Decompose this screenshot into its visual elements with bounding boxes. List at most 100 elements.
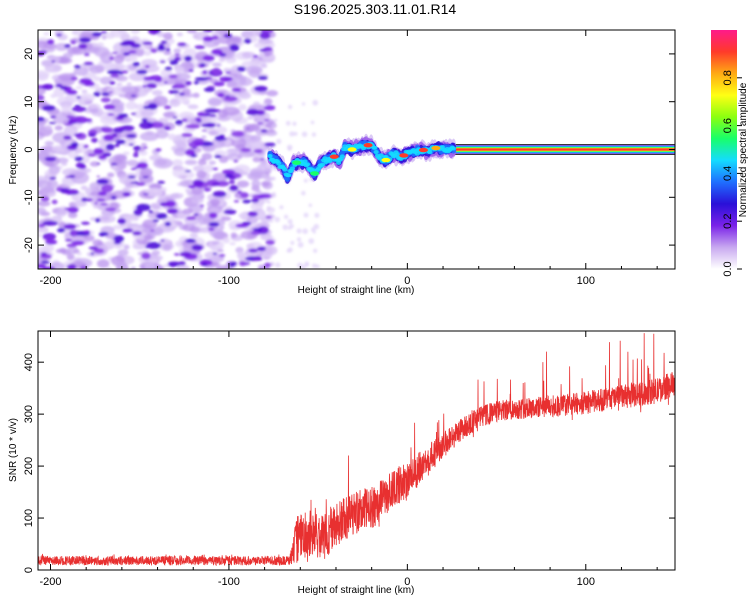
noise-blob-strong [38,263,47,269]
noise-blob-strong [148,210,154,214]
noise-blob-strong [179,251,192,257]
noise-blob-strong [66,243,77,248]
spectrogram-x-tick-label: -100 [218,275,240,287]
noise-blob [130,30,140,35]
noise-blob-strong [209,114,217,118]
noise-blob-strong [204,108,220,114]
noise-blob [42,244,55,253]
noise-blob-strong [119,42,130,47]
noise-blob [75,85,83,90]
noise-blob [139,131,159,142]
noise-blob-strong [142,192,149,196]
noise-blob-strong [96,175,100,178]
noise-blob [183,100,190,106]
noise-blob-strong [133,208,143,216]
noise-blob-strong [141,118,148,123]
noise-blob-strong [130,43,141,49]
noise-blob-strong [157,180,165,184]
noise-blob-strong [179,92,185,96]
snr-series-line [38,333,675,567]
noise-blob [116,82,123,86]
snr-frame [37,330,676,571]
noise-blob [212,62,222,67]
noise-blob [122,151,130,156]
noise-blob-strong [193,80,200,85]
chart-title: S196.2025.303.11.01.R14 [293,1,457,17]
noise-blob [61,162,68,167]
noise-dot [269,218,274,223]
noise-blob-strong [246,108,259,116]
noise-blob-strong [94,202,98,205]
noise-blob-strong [257,193,273,199]
noise-blob [51,215,63,223]
noise-blob-strong [194,77,209,81]
noise-blob [90,108,100,114]
noise-blob-strong [115,139,126,145]
noise-blob [126,82,132,87]
noise-blob-strong [259,48,267,52]
carrier-ridge-segment [282,167,288,172]
noise-blob [156,31,165,38]
noise-dot [303,212,309,218]
noise-blob [236,251,246,260]
noise-blob-strong [70,142,79,148]
colorbar-ticks: 0.0 0.2 0.4 0.6 0.8 [722,70,742,277]
noise-blob-strong [260,129,268,133]
noise-blob-strong [264,118,270,122]
noise-blob-strong [38,116,45,122]
noise-blob-strong [159,60,166,64]
noise-blob-strong [192,179,204,187]
noise-blob-strong [85,198,93,202]
noise-blob-strong [223,76,233,82]
noise-blob-strong [214,154,222,159]
noise-blob [176,32,184,37]
carrier-hotspot [310,171,320,176]
noise-blob-strong [93,248,105,254]
noise-blob-strong [240,192,249,198]
noise-blob-strong [243,38,252,44]
noise-blob [89,191,101,197]
noise-dot [274,118,278,122]
noise-blob [214,126,228,134]
noise-blob [82,168,92,173]
noise-blob-strong [40,252,48,256]
noise-blob [219,225,225,230]
noise-blob [252,101,261,106]
noise-blob [122,159,128,164]
noise-blob [110,30,125,38]
noise-blob [182,208,194,215]
noise-blob-strong [248,248,258,253]
spectrogram-x-tick-label: -200 [39,275,61,287]
noise-blob-strong [96,162,101,165]
noise-blob-strong [223,96,238,102]
noise-blob-strong [81,197,88,202]
noise-blob [103,65,115,72]
noise-blob [251,179,261,188]
noise-dot [304,261,310,267]
carrier-ridge-segment [372,145,378,150]
noise-blob-strong [223,33,233,38]
noise-blob-strong [185,124,200,129]
noise-blob [230,232,238,239]
noise-blob-strong [127,175,136,179]
noise-blob-strong [250,198,259,203]
noise-blob [45,160,54,167]
spectrogram-y-tick-label: -10 [23,189,35,205]
noise-blob [121,86,133,94]
snr-x-axis-label: Height of straight line (km) [298,585,415,596]
noise-blob [74,200,88,207]
noise-blob [178,193,184,198]
noise-blob [44,125,53,130]
noise-blob-strong [64,44,71,48]
noise-blob-strong [160,239,165,242]
noise-blob-strong [91,137,98,143]
noise-blob [227,148,240,154]
noise-blob [202,218,211,224]
carrier-ridge-segment [378,153,384,158]
noise-blob-strong [169,59,179,65]
noise-blob [256,117,263,121]
noise-blob [95,214,116,224]
noise-blob-strong [220,138,228,141]
noise-blob-strong [38,223,46,228]
